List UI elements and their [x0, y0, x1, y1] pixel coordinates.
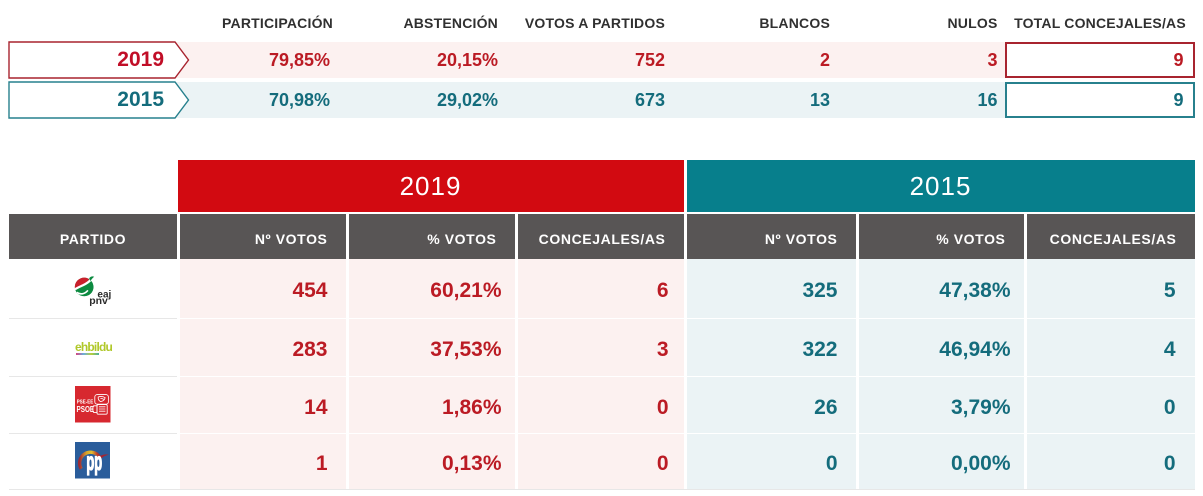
svg-text:eaj: eaj [97, 289, 111, 300]
svg-text:PSOE: PSOE [77, 405, 95, 414]
svg-text:PSE-EE: PSE-EE [77, 399, 94, 405]
svg-text:pp: pp [86, 449, 102, 477]
svg-text:pnv: pnv [89, 295, 108, 306]
